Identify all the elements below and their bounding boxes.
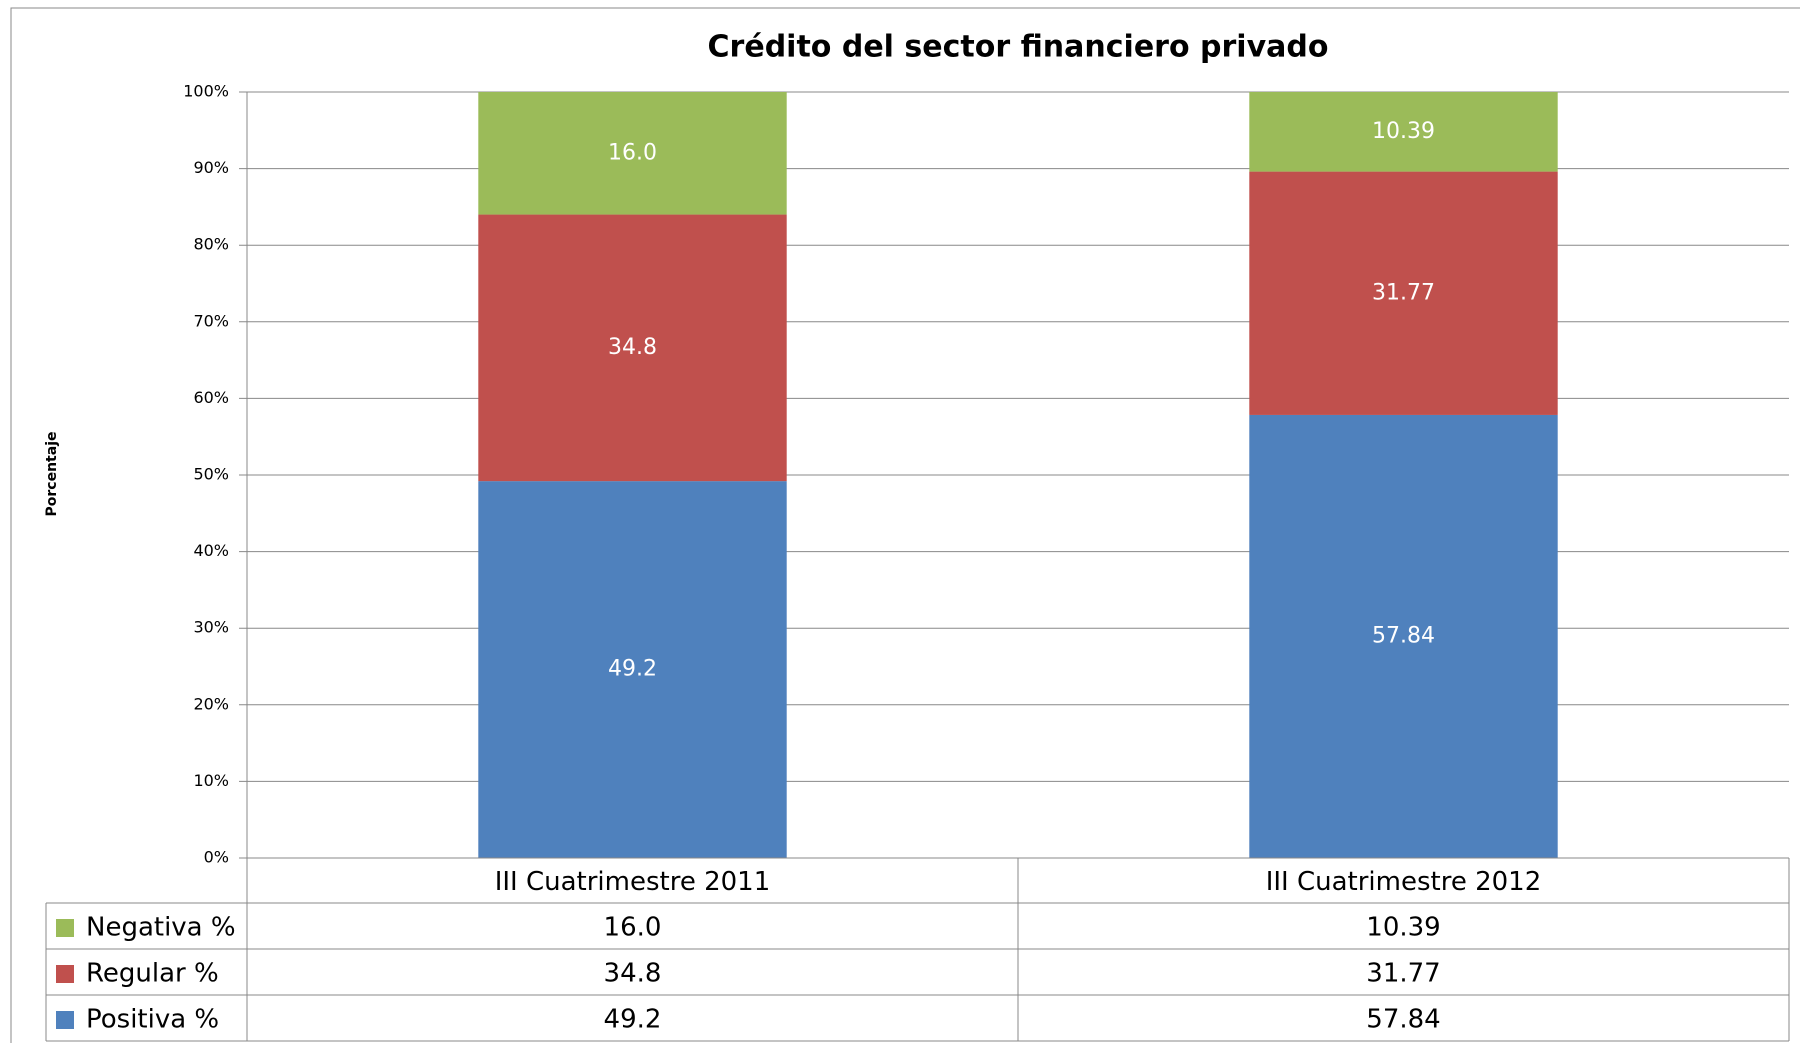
x-tick-label: III Cuatrimestre 2011	[495, 867, 771, 897]
table-cell: 49.2	[604, 1005, 662, 1035]
table-cell: 34.8	[604, 959, 662, 989]
table-cell: 10.39	[1366, 913, 1440, 943]
legend-swatch	[56, 965, 74, 983]
y-tick-label: 10%	[193, 771, 229, 790]
data-label: 31.77	[1372, 280, 1435, 305]
bar-segment	[478, 214, 787, 482]
bar-segment	[1249, 171, 1558, 415]
table-cell: 57.84	[1366, 1005, 1440, 1035]
data-label: 34.8	[608, 335, 657, 360]
y-tick-label: 40%	[193, 541, 229, 560]
data-label: 16.0	[608, 140, 657, 165]
data-label: 49.2	[608, 657, 657, 682]
legend-label: Positiva %	[86, 1005, 219, 1035]
legend-swatch	[56, 1011, 74, 1029]
legend-label: Negativa %	[86, 913, 236, 943]
y-tick-label: 30%	[193, 618, 229, 637]
y-tick-label: 20%	[193, 694, 229, 713]
y-tick-label: 70%	[193, 311, 229, 330]
bar-segment	[1249, 92, 1558, 172]
bar-segment	[478, 481, 787, 858]
chart-title: Crédito del sector financiero privado	[708, 30, 1329, 65]
y-tick-label: 60%	[193, 388, 229, 407]
bar-segment	[1249, 414, 1558, 858]
data-label: 10.39	[1372, 119, 1435, 144]
legend-swatch	[56, 919, 74, 937]
x-tick-label: III Cuatrimestre 2012	[1266, 867, 1542, 897]
y-tick-label: 0%	[204, 848, 229, 867]
y-tick-label: 90%	[193, 158, 229, 177]
legend-label: Regular %	[86, 959, 219, 989]
y-tick-label: 50%	[193, 465, 229, 484]
y-tick-label: 80%	[193, 235, 229, 254]
table-cell: 31.77	[1366, 959, 1440, 989]
y-tick-label: 100%	[183, 82, 229, 101]
data-label: 57.84	[1372, 623, 1435, 648]
y-axis-label: Porcentaje	[44, 432, 60, 517]
table-cell: 16.0	[604, 913, 662, 943]
bar-segment	[478, 92, 787, 215]
